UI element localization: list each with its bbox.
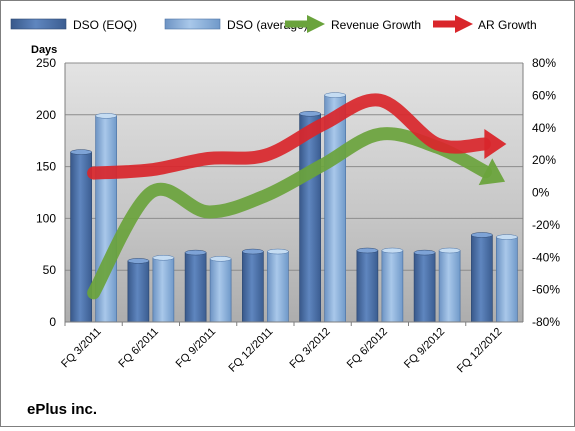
x-tick-label: FQ 9/2011 bbox=[174, 326, 219, 371]
legend-label-dso-eoq: DSO (EOQ) bbox=[73, 18, 137, 32]
bar-cap-dso-eoq bbox=[413, 249, 436, 256]
line-ar-growth bbox=[87, 93, 491, 180]
bar-dso-eoq bbox=[184, 252, 207, 323]
bar-dso-eoq bbox=[299, 113, 321, 323]
bar-dso-average bbox=[381, 250, 404, 323]
y-right-tick-label: 0% bbox=[532, 186, 550, 200]
y-tick-label: 0 bbox=[49, 315, 56, 329]
x-tick-label: FQ 6/2012 bbox=[345, 326, 390, 371]
company-label: ePlus inc. bbox=[27, 401, 97, 418]
bar-dso-eoq bbox=[127, 260, 150, 323]
y-axis-title: Days bbox=[31, 44, 57, 56]
y-tick-label: 100 bbox=[36, 211, 56, 225]
legend-label-revenue-growth: Revenue Growth bbox=[331, 18, 421, 32]
y-right-tick-label: -20% bbox=[532, 218, 560, 232]
y-right-tick-label: 60% bbox=[532, 88, 556, 102]
bar-cap-dso-average bbox=[324, 92, 346, 98]
right-axis-ticks: -80% -60% -40% -20% 0% 20% 40% 60% 80% bbox=[532, 56, 560, 329]
bar-cap-dso-eoq bbox=[299, 111, 321, 117]
y-right-tick-label: 40% bbox=[532, 121, 556, 135]
y-right-tick-label: 20% bbox=[532, 153, 556, 167]
arrowhead-revenue-growth bbox=[478, 158, 506, 186]
bar-cap-dso-eoq bbox=[184, 249, 207, 256]
legend-arrow-revenue-growth bbox=[285, 15, 325, 33]
y-right-tick-label: -60% bbox=[532, 283, 560, 297]
bar-cap-dso-eoq bbox=[127, 258, 150, 264]
legend: DSO (EOQ) DSO (average) Revenue Growth A… bbox=[10, 15, 537, 33]
y-tick-label: 50 bbox=[43, 263, 57, 277]
bar-cap-dso-average bbox=[209, 256, 232, 262]
legend-label-ar-growth: AR Growth bbox=[478, 18, 537, 32]
left-axis-ticks: 0 50 100 150 200 250 bbox=[36, 56, 56, 329]
bar-cap-dso-eoq bbox=[356, 247, 379, 254]
x-tick-label: FQ 12/2012 bbox=[455, 326, 505, 376]
growth-arrows bbox=[87, 93, 507, 300]
bar-dso-eoq bbox=[413, 252, 436, 323]
bar-cap-dso-eoq bbox=[70, 149, 92, 155]
y-tick-label: 200 bbox=[36, 108, 56, 122]
bar-dso-average bbox=[496, 236, 518, 323]
bar-dso-average bbox=[438, 250, 461, 323]
bar-dso-average bbox=[152, 257, 175, 323]
arrowhead-ar-growth bbox=[484, 128, 507, 159]
bar-dso-average bbox=[209, 258, 232, 323]
y-right-tick-label: -80% bbox=[532, 315, 560, 329]
bar-cap-dso-eoq bbox=[242, 248, 264, 255]
x-axis-ticks: FQ 3/2011 FQ 6/2011 FQ 9/2011 FQ 12/2011 FQ … bbox=[59, 322, 504, 375]
y-right-tick-label: -40% bbox=[532, 250, 560, 264]
y-tick-label: 150 bbox=[36, 160, 56, 174]
bar-dso-average bbox=[267, 251, 289, 323]
legend-swatch-dso-average bbox=[164, 18, 221, 30]
bar-cap-dso-eoq bbox=[471, 232, 493, 238]
legend-arrow-ar-growth bbox=[433, 15, 473, 33]
x-tick-label: FQ 6/2011 bbox=[116, 326, 161, 371]
bar-cap-dso-average bbox=[152, 255, 175, 261]
x-tick-label: FQ 12/2011 bbox=[227, 326, 276, 375]
y-right-tick-label: 80% bbox=[532, 56, 556, 70]
bar-cap-dso-average bbox=[381, 247, 404, 254]
bar-cap-dso-average bbox=[438, 247, 461, 254]
legend-swatch-dso-eoq bbox=[10, 18, 67, 30]
bar-cap-dso-average bbox=[267, 248, 289, 255]
bar-cap-dso-average bbox=[496, 234, 518, 240]
x-tick-label: FQ 9/2012 bbox=[402, 326, 447, 371]
bar-cap-dso-average bbox=[95, 113, 117, 119]
bar-dso-eoq bbox=[242, 251, 264, 323]
bar-dso-eoq bbox=[471, 234, 493, 323]
x-tick-label: FQ 3/2011 bbox=[59, 326, 104, 371]
x-tick-label: FQ 3/2012 bbox=[288, 326, 333, 371]
bar-dso-eoq bbox=[356, 250, 379, 323]
y-tick-label: 250 bbox=[36, 56, 56, 70]
